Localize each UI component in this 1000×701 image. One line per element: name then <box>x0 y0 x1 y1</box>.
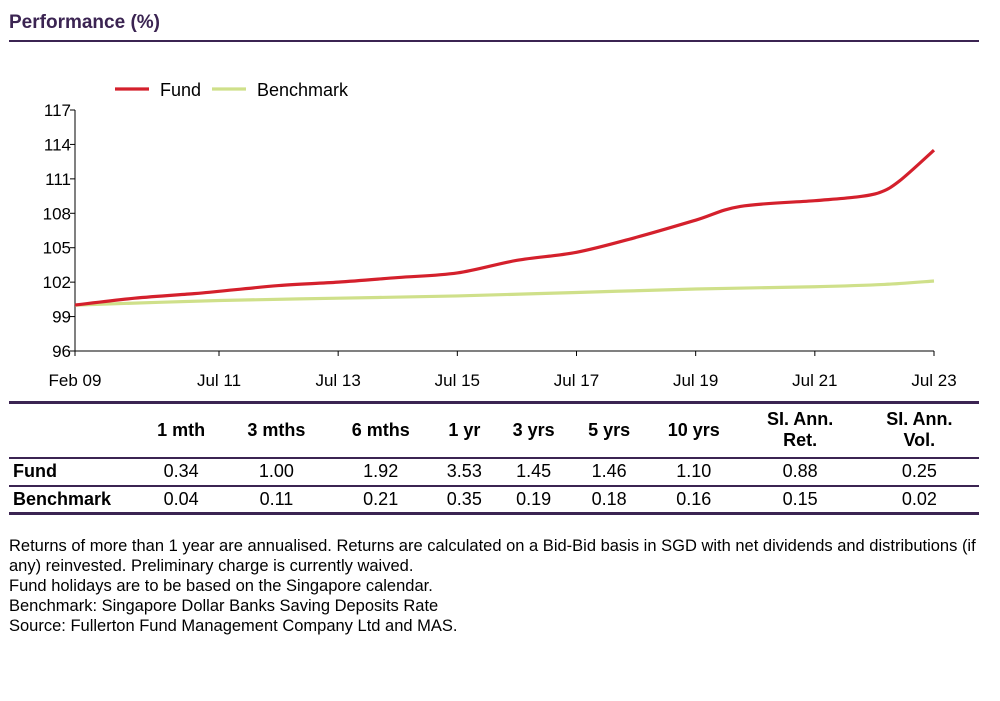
table-cell: 1.45 <box>516 461 552 481</box>
table-cell: 1.10 <box>676 461 712 481</box>
x-tick-label: Jul 19 <box>673 371 718 390</box>
note-benchmark: Benchmark: Singapore Dollar Banks Saving… <box>9 597 439 615</box>
column-header-line: 10 yrs <box>667 419 720 440</box>
header-blank <box>9 403 138 458</box>
series-line-benchmark <box>74 279 935 307</box>
table-cell: 3.53 <box>446 461 482 481</box>
axes: 96 99 102 105 108 111 114 117 Feb 09 Jul 11 Jul 13… <box>43 101 957 390</box>
column-header: 3 mths <box>224 403 328 458</box>
table-cell: 0.11 <box>259 488 294 509</box>
table-cell: 0.18 <box>591 488 627 509</box>
x-tick-label: Jul 23 <box>911 371 956 390</box>
table-row: Fund 0.34 1.00 1.92 3.53 1.45 1.46 1.10 0.88 0.25 <box>9 458 979 486</box>
column-header: 5 yrs <box>571 403 647 458</box>
y-tick-label: 99 <box>52 308 71 327</box>
table-cell: 1.92 <box>363 461 399 481</box>
performance-table: 1 mth 3 mths 6 mths 1 yr 3 yrs 5 yrs 10 yrs SI.… <box>9 401 979 515</box>
row-label: Benchmark <box>13 488 112 509</box>
column-header: SI. Ann. Ret. <box>741 403 860 458</box>
y-tick-label: 117 <box>44 101 71 120</box>
table-cell: 0.21 <box>363 488 399 509</box>
column-header: 10 yrs <box>647 403 741 458</box>
y-tick-label: 105 <box>43 239 71 258</box>
table-cell: 1.46 <box>591 461 627 481</box>
column-header: 1 yr <box>433 403 496 458</box>
column-header-line: 1 yr <box>448 419 481 440</box>
performance-chart: Fund Benchmark 96 99 102 105 108 111 114 117 Feb … <box>43 80 957 390</box>
table-cell: 1.00 <box>258 461 294 481</box>
table-row: Benchmark 0.04 0.11 0.21 0.35 0.19 0.18 0.16 0.1… <box>9 486 979 514</box>
column-header: 6 mths <box>329 403 433 458</box>
note-source: Source: Fullerton Fund Management Compan… <box>9 617 458 635</box>
legend-label-benchmark: Benchmark <box>257 80 349 100</box>
series-lines <box>74 148 936 307</box>
title-divider <box>9 40 979 42</box>
table-cell: 0.15 <box>782 488 818 509</box>
page-title: Performance (%) <box>9 12 160 33</box>
column-header-line: Vol. <box>903 430 936 451</box>
y-tick-label: 111 <box>45 170 71 189</box>
y-tick-label: 102 <box>43 273 71 292</box>
x-tick-label: Jul 15 <box>435 371 480 390</box>
column-header-line: 6 mths <box>351 419 410 440</box>
series-line-fund <box>74 148 936 307</box>
column-header-line: SI. Ann. <box>886 409 953 430</box>
table-header-row: 1 mth 3 mths 6 mths 1 yr 3 yrs 5 yrs 10 yrs SI.… <box>9 402 979 458</box>
column-header-line: 1 mth <box>157 419 206 440</box>
column-header: SI. Ann. Vol. <box>860 403 979 458</box>
legend: Fund Benchmark <box>115 80 349 100</box>
column-header: 1 mth <box>138 403 224 458</box>
note-holidays: Fund holidays are to be based on the Sin… <box>9 577 433 595</box>
table-cell: 0.16 <box>676 488 712 509</box>
column-header-line: 3 mths <box>247 419 306 440</box>
column-header-line: Ret. <box>783 430 818 451</box>
note-returns: Returns of more than 1 year are annualis… <box>9 537 976 575</box>
column-header-line: 3 yrs <box>512 419 555 440</box>
table-cell: 0.19 <box>516 488 552 509</box>
x-tick-label: Feb 09 <box>49 371 102 390</box>
table-cell: 0.02 <box>901 488 937 509</box>
column-header-line: SI. Ann. <box>766 409 834 430</box>
x-tick-label: Jul 17 <box>554 371 599 390</box>
table-cell: 0.25 <box>901 461 937 481</box>
x-tick-label: Jul 11 <box>197 371 241 390</box>
column-header: 3 yrs <box>496 403 572 458</box>
table-cell: 0.04 <box>163 488 199 509</box>
table-cell: 0.35 <box>446 488 482 509</box>
column-header-line: 5 yrs <box>588 419 631 440</box>
x-tick-label: Jul 13 <box>315 371 360 390</box>
table-cell: 0.34 <box>163 461 199 481</box>
y-tick-label: 108 <box>43 204 71 223</box>
y-tick-label: 96 <box>52 342 71 361</box>
footnotes: Returns of more than 1 year are annualis… <box>9 536 984 636</box>
table-cell: 0.88 <box>782 461 818 481</box>
x-tick-label: Jul 21 <box>792 371 837 390</box>
y-tick-label: 114 <box>44 135 71 154</box>
row-label: Fund <box>13 461 57 481</box>
legend-label-fund: Fund <box>160 80 201 100</box>
